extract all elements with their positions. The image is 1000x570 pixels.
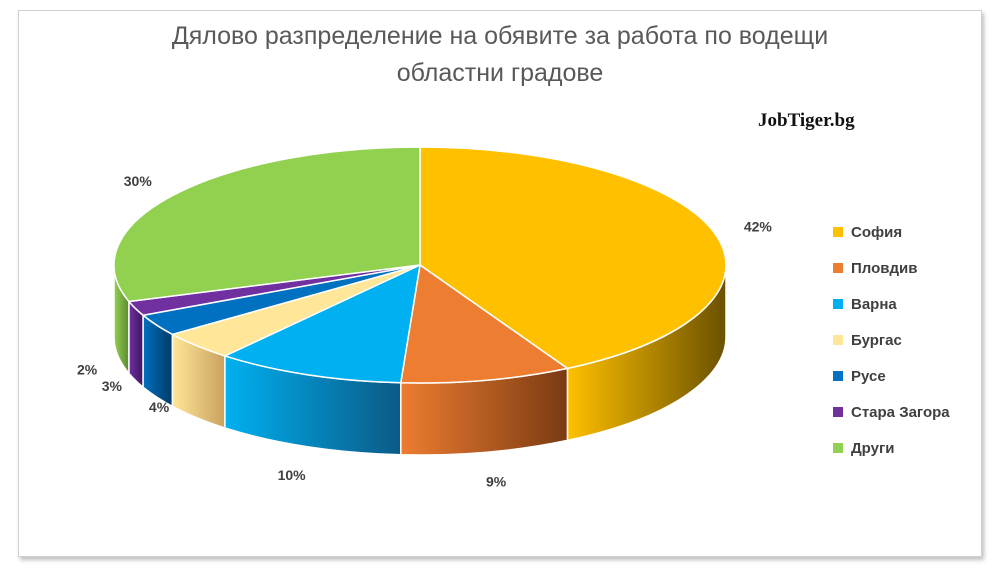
chart-title: Дялово разпределение на обявите за работ… <box>0 18 1000 92</box>
legend-item-5: Стара Загора <box>833 394 950 430</box>
slice-0-label: 42% <box>744 219 773 235</box>
slice-6-label: 30% <box>124 173 153 189</box>
legend-label: Стара Загора <box>851 403 950 421</box>
slice-5-label: 2% <box>77 361 98 377</box>
legend-item-1: Пловдив <box>833 250 950 286</box>
slice-6-top <box>113 146 421 303</box>
legend-label: Бургас <box>851 331 902 349</box>
slice-1-top <box>400 264 569 384</box>
legend-swatch <box>833 443 843 453</box>
legend-label: Варна <box>851 295 897 313</box>
slice-2-top <box>224 264 421 384</box>
legend-swatch <box>833 371 843 381</box>
legend-label: Русе <box>851 367 886 385</box>
legend-label: Други <box>851 439 895 457</box>
chart-legend: София Пловдив Варна Бургас Русе Стара Загора Д… <box>833 214 950 466</box>
legend-swatch <box>833 227 843 237</box>
slice-2-label: 10% <box>278 467 307 483</box>
slice-3-label: 4% <box>149 399 170 415</box>
slice-1-label: 9% <box>486 473 507 489</box>
legend-swatch <box>833 335 843 345</box>
legend-swatch <box>833 263 843 273</box>
slice-0-top <box>419 146 727 370</box>
legend-item-4: Русе <box>833 358 950 394</box>
legend-item-2: Варна <box>833 286 950 322</box>
legend-label: София <box>851 223 903 241</box>
chart-title-line-1: Дялово разпределение на обявите за работ… <box>171 22 829 50</box>
slice-4-label: 3% <box>102 378 123 394</box>
legend-swatch <box>833 299 843 309</box>
legend-item-6: Други <box>833 430 950 466</box>
legend-item-3: Бургас <box>833 322 950 358</box>
legend-label: Пловдив <box>851 259 918 277</box>
legend-swatch <box>833 407 843 417</box>
brand-watermark: JobTiger.bg <box>758 110 855 131</box>
legend-item-0: София <box>833 214 950 250</box>
chart-title-line-2: областни градове <box>396 59 604 87</box>
